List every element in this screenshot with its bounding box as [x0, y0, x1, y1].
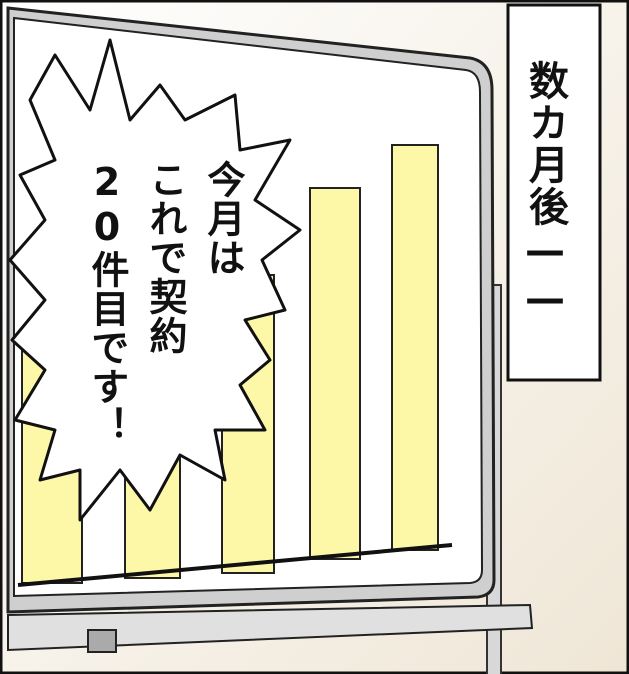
speech-line: これで契約 — [136, 160, 194, 445]
speech-text: 今月は これで契約 20件目です！ — [78, 160, 252, 445]
caption: 数カ月後—— — [516, 60, 574, 324]
speech-line: 今月は — [194, 160, 252, 445]
tray-knob — [88, 630, 116, 652]
manga-panel: 数カ月後—— 今月は これで契約 20件目です！ — [0, 0, 629, 674]
speech-line: 20件目です！ — [78, 160, 136, 445]
